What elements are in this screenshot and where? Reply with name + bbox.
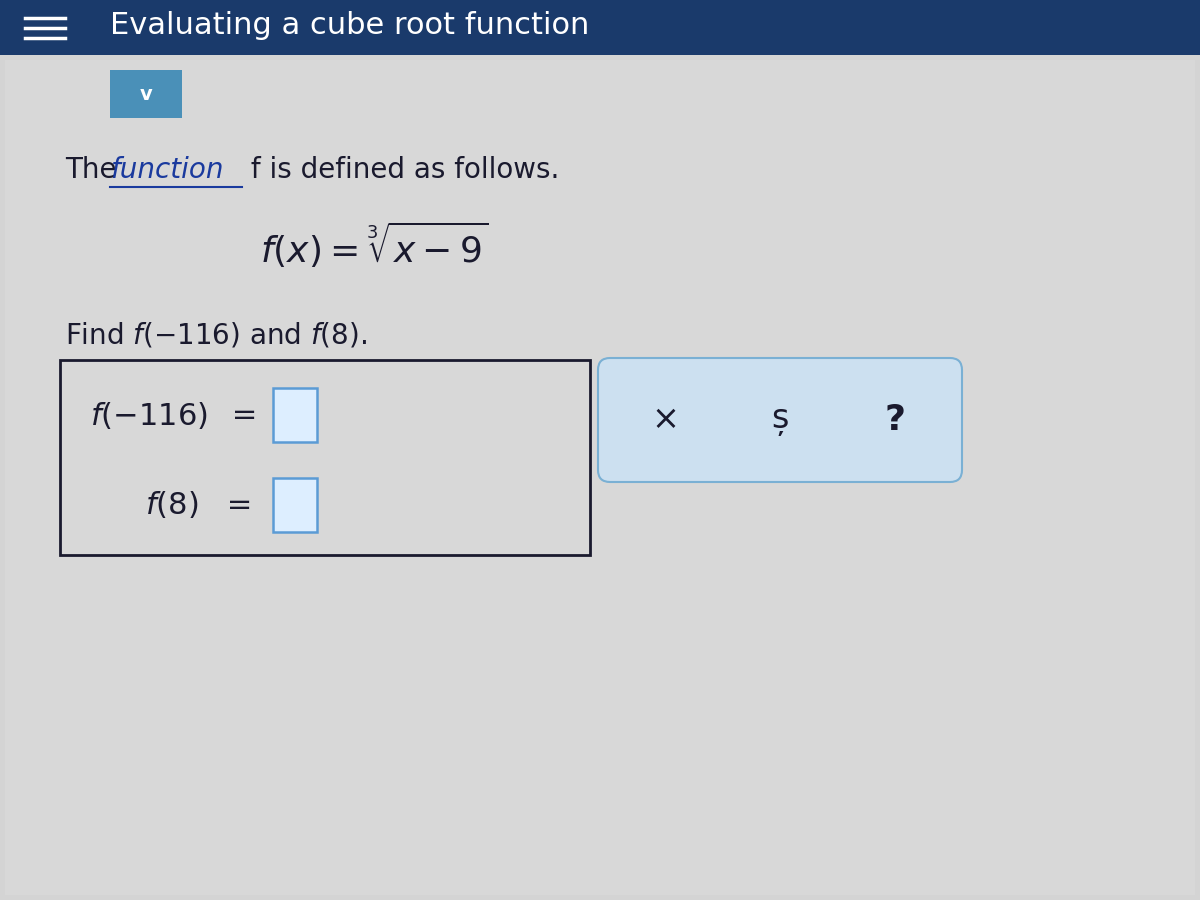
Text: v: v <box>139 85 152 104</box>
Text: Evaluating a cube root function: Evaluating a cube root function <box>110 11 589 40</box>
FancyBboxPatch shape <box>110 70 182 118</box>
Text: The: The <box>65 156 125 184</box>
Text: $f(8)$: $f(8)$ <box>145 490 198 520</box>
Text: function: function <box>110 156 223 184</box>
Text: ?: ? <box>884 403 906 437</box>
FancyBboxPatch shape <box>5 60 1195 895</box>
Text: $f(-116)$: $f(-116)$ <box>90 400 208 430</box>
Text: Find $f(-116)$ and $f(8)$.: Find $f(-116)$ and $f(8)$. <box>65 320 367 349</box>
Text: ×: × <box>650 403 679 436</box>
Text: ș: ș <box>772 403 788 436</box>
FancyBboxPatch shape <box>274 478 317 532</box>
Text: =: = <box>222 400 268 429</box>
Text: =: = <box>217 491 262 519</box>
Text: f is defined as follows.: f is defined as follows. <box>242 156 559 184</box>
FancyBboxPatch shape <box>598 358 962 482</box>
FancyBboxPatch shape <box>274 388 317 442</box>
FancyBboxPatch shape <box>0 0 1200 55</box>
FancyBboxPatch shape <box>60 360 590 555</box>
Text: $f(x) = \sqrt[3]{x-9}$: $f(x) = \sqrt[3]{x-9}$ <box>260 220 488 270</box>
